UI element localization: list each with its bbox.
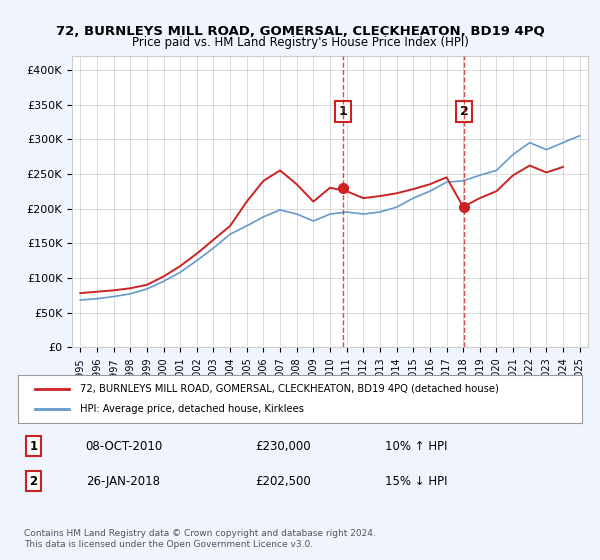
Text: Contains HM Land Registry data © Crown copyright and database right 2024.
This d: Contains HM Land Registry data © Crown c… <box>24 529 376 549</box>
Text: £230,000: £230,000 <box>255 440 311 453</box>
Text: Price paid vs. HM Land Registry's House Price Index (HPI): Price paid vs. HM Land Registry's House … <box>131 36 469 49</box>
Text: 1: 1 <box>29 440 37 453</box>
Text: 26-JAN-2018: 26-JAN-2018 <box>86 475 160 488</box>
Text: 72, BURNLEYS MILL ROAD, GOMERSAL, CLECKHEATON, BD19 4PQ: 72, BURNLEYS MILL ROAD, GOMERSAL, CLECKH… <box>56 25 544 38</box>
Text: 15% ↓ HPI: 15% ↓ HPI <box>385 475 447 488</box>
Text: HPI: Average price, detached house, Kirklees: HPI: Average price, detached house, Kirk… <box>80 404 304 414</box>
Text: £202,500: £202,500 <box>255 475 311 488</box>
Text: 2: 2 <box>460 105 469 118</box>
Text: 72, BURNLEYS MILL ROAD, GOMERSAL, CLECKHEATON, BD19 4PQ (detached house): 72, BURNLEYS MILL ROAD, GOMERSAL, CLECKH… <box>80 384 499 394</box>
Text: 08-OCT-2010: 08-OCT-2010 <box>86 440 163 453</box>
Text: 1: 1 <box>338 105 347 118</box>
Text: 10% ↑ HPI: 10% ↑ HPI <box>385 440 447 453</box>
Text: 2: 2 <box>29 475 37 488</box>
